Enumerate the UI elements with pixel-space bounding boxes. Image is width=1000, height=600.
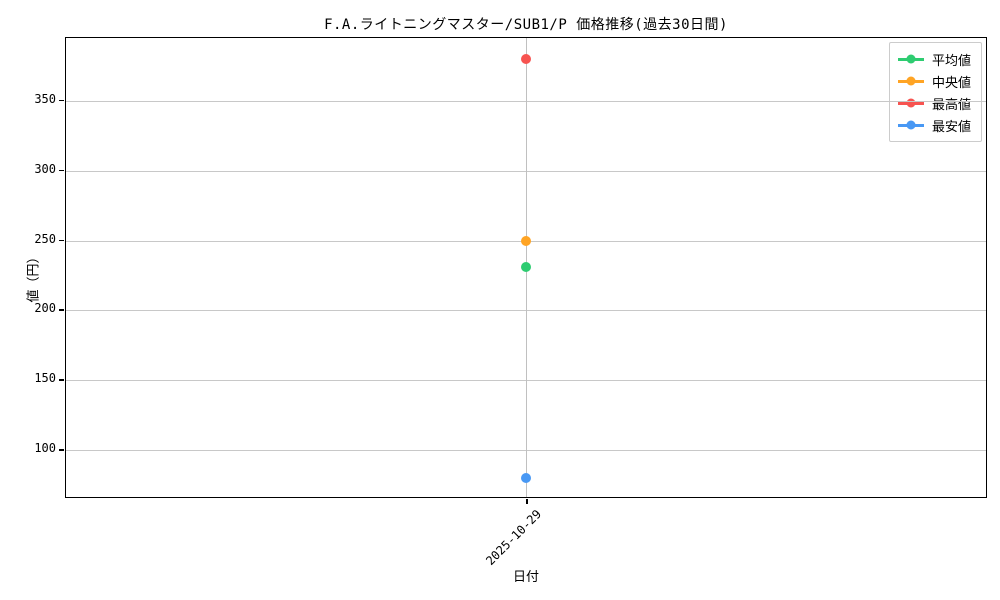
legend-marker-icon <box>897 98 924 108</box>
data-point-最高値 <box>521 53 531 64</box>
y-axis-label: 値（円） <box>26 250 42 303</box>
legend-marker-icon <box>897 54 924 64</box>
y-tick-label: 250 <box>34 231 56 246</box>
y-tick-mark <box>59 379 64 381</box>
legend-label: 中央値 <box>931 75 971 91</box>
y-tick-mark <box>59 169 64 172</box>
legend-item: 最高値 <box>897 92 971 114</box>
legend-marker-icon <box>897 76 924 86</box>
x-tick-mark <box>526 499 528 504</box>
legend-item: 最安値 <box>897 114 971 136</box>
y-tick-mark <box>59 449 64 451</box>
y-tick-label: 150 <box>34 371 56 386</box>
data-point-平均値 <box>521 262 531 273</box>
plot-area: 平均値中央値最高値最安値 <box>65 37 987 498</box>
x-axis-label: 日付 <box>512 570 539 585</box>
legend: 平均値中央値最高値最安値 <box>888 42 982 142</box>
legend-label: 平均値 <box>931 53 971 69</box>
legend-item: 平均値 <box>897 48 971 70</box>
y-tick-mark <box>59 99 64 102</box>
legend-label: 最高値 <box>931 97 971 113</box>
y-tick-label: 100 <box>34 441 56 456</box>
x-tick-label: 2025-10-29 <box>482 507 544 568</box>
y-tick-label: 300 <box>34 161 56 176</box>
y-tick-label: 350 <box>34 91 56 106</box>
legend-label: 最安値 <box>931 119 971 135</box>
data-point-中央値 <box>521 235 531 246</box>
y-tick-mark <box>59 239 64 242</box>
legend-marker-icon <box>897 120 924 130</box>
data-point-最安値 <box>521 473 531 484</box>
legend-item: 中央値 <box>897 70 971 92</box>
y-tick-mark <box>59 309 64 311</box>
chart-title: F.A.ライトニングマスター/SUB1/P 価格推移(過去30日間) <box>324 17 728 33</box>
y-tick-label: 200 <box>34 301 56 316</box>
